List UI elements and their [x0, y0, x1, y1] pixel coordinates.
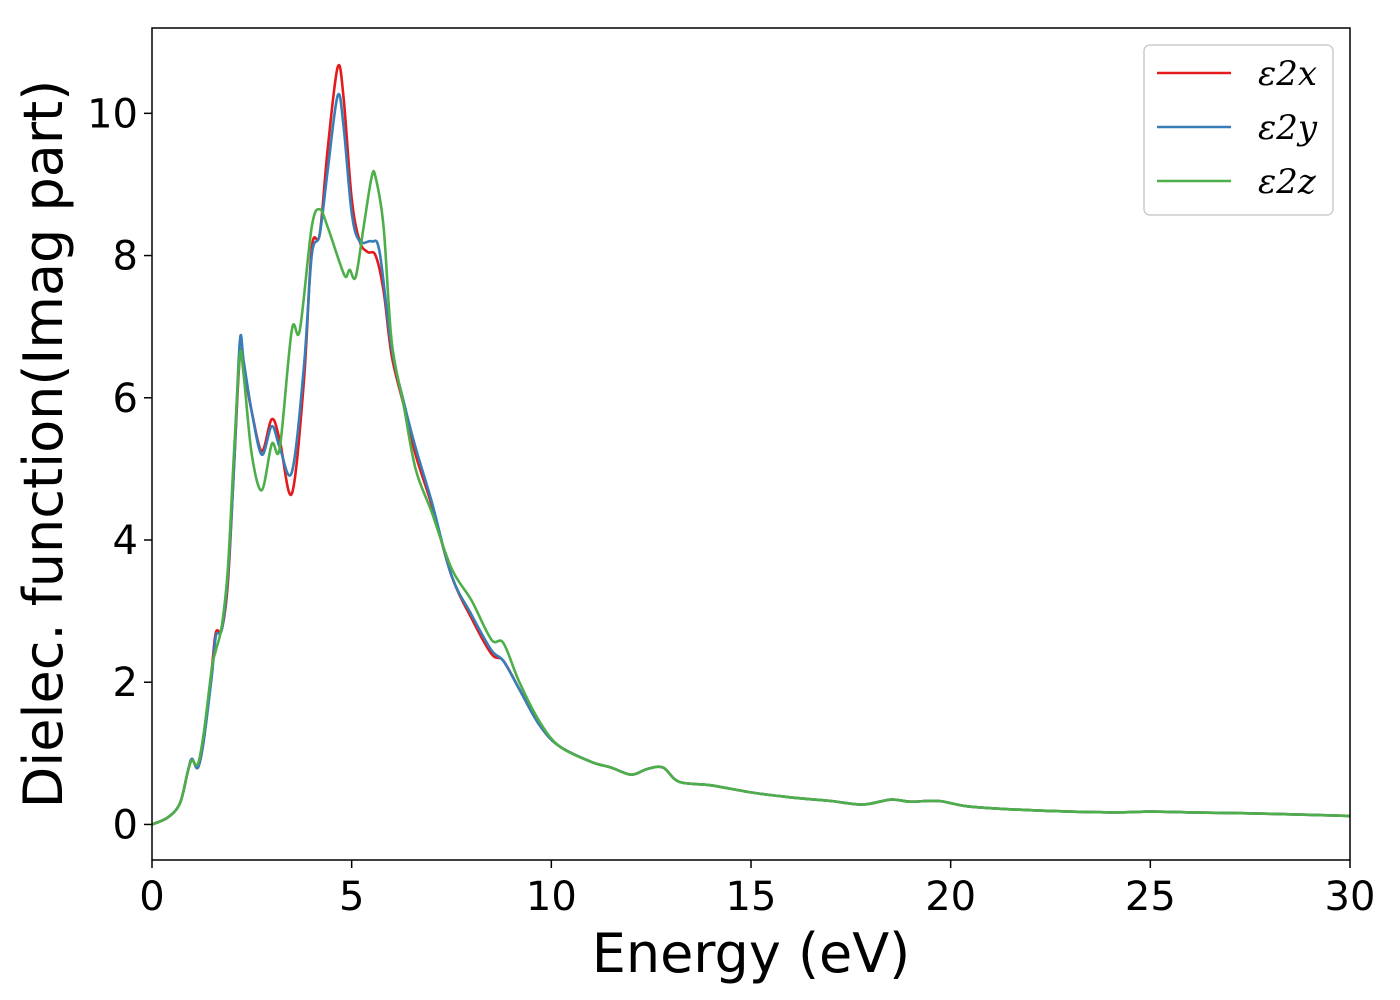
- legend: ε2x ε2y ε2z: [1143, 44, 1334, 216]
- y-tick-label: 2: [113, 660, 138, 706]
- y-tick-label: 4: [113, 518, 138, 564]
- y-axis: 0 2 4 6 8 10: [87, 91, 152, 848]
- y-tick-label: 10: [87, 91, 138, 137]
- x-tick-label: 20: [925, 874, 976, 920]
- y-tick-label: 8: [113, 234, 138, 280]
- x-tick-label: 0: [139, 874, 164, 920]
- y-tick-label: 6: [113, 376, 138, 422]
- x-axis: 0 5 10 15 20 25 30: [139, 860, 1375, 920]
- y-axis-title: Dielec. function(Imag part): [12, 80, 75, 809]
- legend-box: [1143, 44, 1334, 216]
- series-layer: [151, 63, 1351, 826]
- x-tick-label: 25: [1125, 874, 1176, 920]
- x-tick-label: 10: [526, 874, 577, 920]
- x-tick-label: 5: [339, 874, 364, 920]
- legend-label-2: ε2y: [1258, 108, 1318, 148]
- x-axis-title: Energy (eV): [592, 922, 911, 985]
- y-tick-label: 0: [113, 802, 138, 848]
- legend-label-1: ε2x: [1258, 54, 1317, 94]
- series-line-3: [151, 169, 1351, 826]
- x-tick-label: 30: [1325, 874, 1376, 920]
- legend-label-3: ε2z: [1258, 162, 1317, 202]
- x-tick-label: 15: [726, 874, 777, 920]
